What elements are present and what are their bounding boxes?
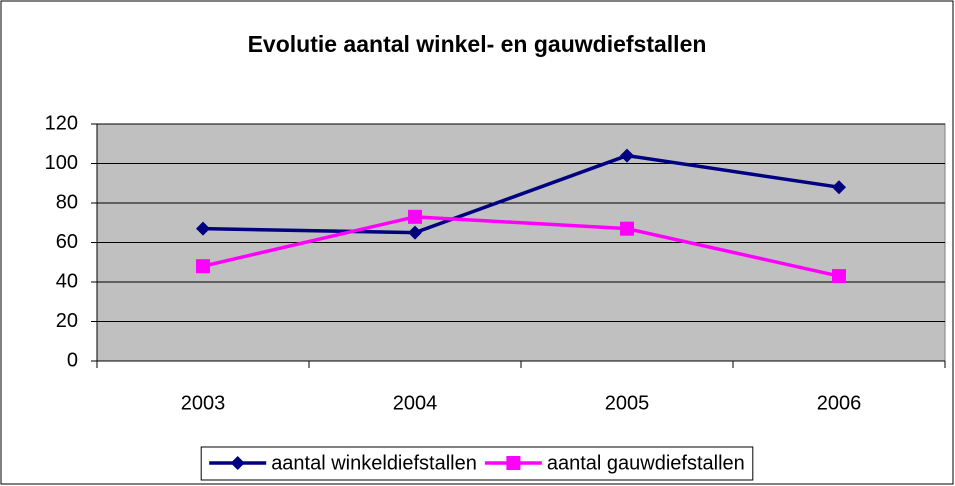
marker <box>620 221 634 236</box>
chart-title: Evolutie aantal winkel- en gauwdiefstall… <box>248 31 707 57</box>
marker <box>196 221 210 236</box>
line <box>202 153 840 235</box>
y-tick-label: 80 <box>56 191 78 213</box>
legend <box>200 446 754 481</box>
marker <box>196 259 210 274</box>
marker <box>620 148 634 163</box>
y-tick-label: 60 <box>56 231 78 253</box>
x-tick-label: 2006 <box>817 392 862 414</box>
x-tick-label: 2005 <box>605 392 650 414</box>
y-tick-label: 20 <box>56 310 78 332</box>
y-tick-label: 100 <box>45 152 78 174</box>
y-tick-label: 40 <box>56 270 78 292</box>
marker <box>832 269 846 284</box>
legend-marker <box>506 456 521 470</box>
legend-marker <box>230 456 245 470</box>
marker <box>408 209 422 224</box>
x-tick-label: 2003 <box>181 392 226 414</box>
line <box>202 215 840 278</box>
marker <box>832 180 846 195</box>
legend-label: aantal winkeldiefstallen <box>271 452 477 474</box>
x-tick-label: 2004 <box>393 392 438 414</box>
legend-label: aantal gauwdiefstallen <box>547 452 745 474</box>
y-tick-label: 120 <box>45 112 78 134</box>
marker <box>408 225 422 240</box>
y-tick-label: 0 <box>67 349 78 371</box>
